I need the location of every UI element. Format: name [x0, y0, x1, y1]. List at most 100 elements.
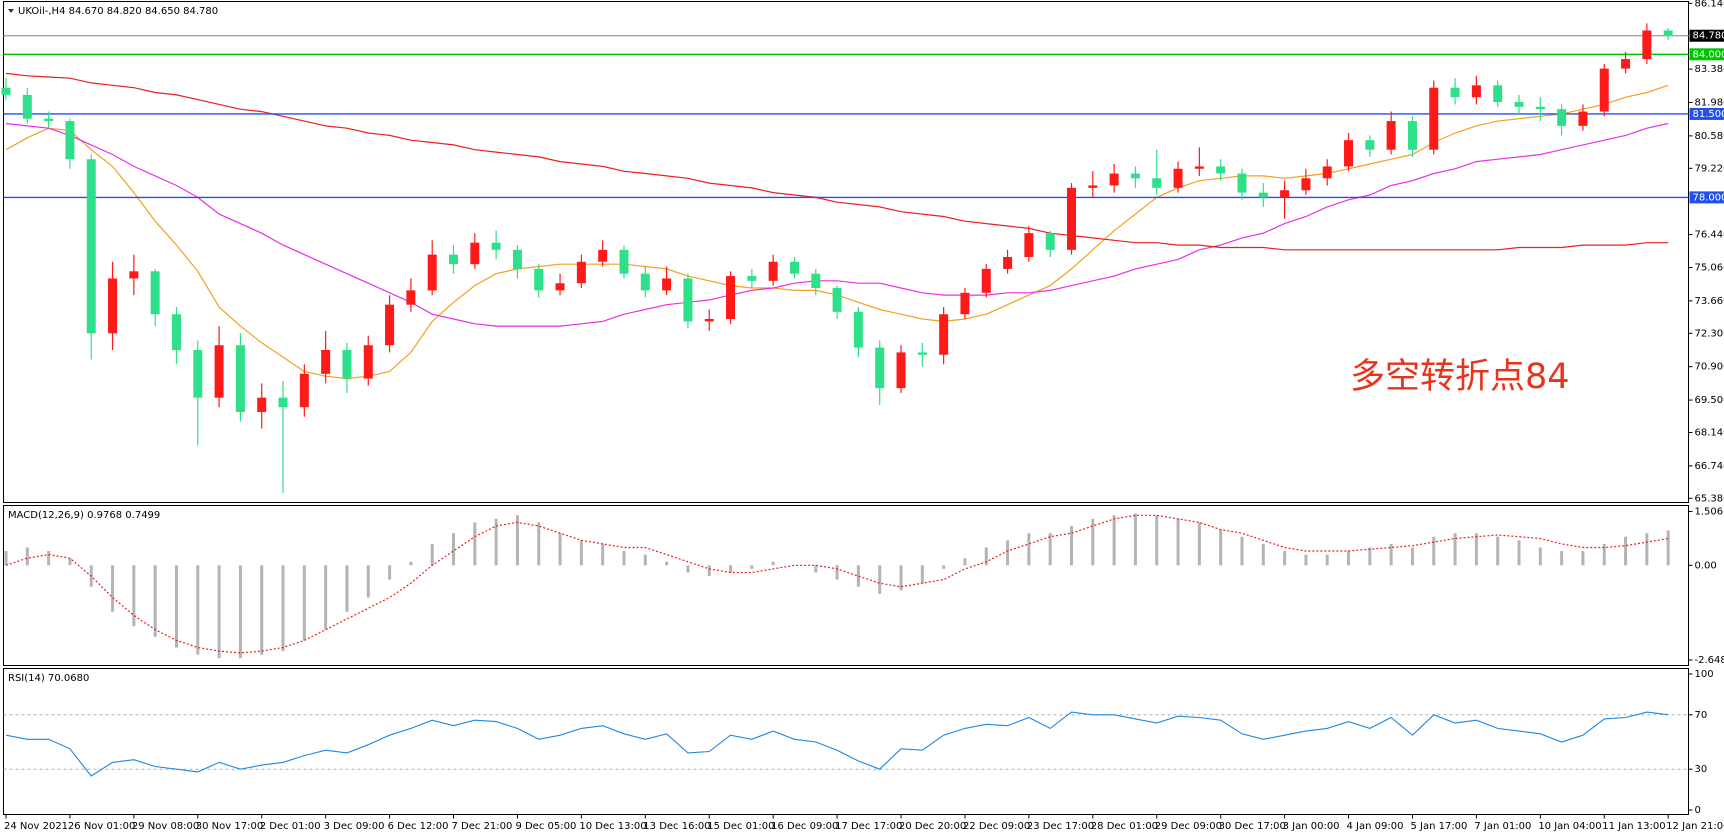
y-tick-label: 30 [1695, 764, 1708, 775]
level-label-bg [1689, 48, 1724, 61]
candle-body [491, 242, 501, 250]
moving-average [5, 72, 1669, 251]
candle-body [1216, 166, 1226, 174]
candle-body [1237, 173, 1247, 193]
y-tick-label: 76.440 [1695, 230, 1724, 241]
annotation: 多空转折点84 [1350, 357, 1570, 397]
candle-body [662, 278, 672, 291]
candle-body [853, 311, 863, 348]
candle-body [619, 249, 629, 274]
candle-body [1109, 173, 1119, 186]
candle-body [150, 271, 160, 315]
x-tick-label: 5 Jan 17:00 [1410, 821, 1467, 832]
y-tick-label: 80.580 [1695, 131, 1724, 142]
x-tick-label: 30 Nov 17:00 [196, 821, 263, 832]
candle-body [1045, 233, 1055, 250]
y-tick-label: 70 [1695, 710, 1708, 721]
candle-body [1471, 85, 1481, 98]
candle-body [1130, 173, 1140, 179]
candle-body [1493, 85, 1503, 103]
x-tick-label: 6 Dec 12:00 [388, 821, 449, 832]
candle-body [832, 287, 842, 312]
macd-panel [3, 505, 1689, 666]
y-tick-label: 81.980 [1695, 97, 1724, 108]
candle-body [1344, 140, 1354, 167]
candle-body [683, 278, 693, 322]
y-tick-label: 66.740 [1695, 461, 1724, 472]
y-tick-label: 0.00 [1695, 560, 1717, 571]
y-tick-label: 86.140 [1695, 0, 1724, 9]
symbol-icon [8, 9, 14, 13]
candle-body [1301, 178, 1311, 191]
candle-body [1194, 166, 1204, 169]
candle-body [1578, 111, 1588, 126]
rsi-title: RSI(14) 70.0680 [8, 673, 89, 684]
y-tick-label: -2.6487 [1695, 655, 1724, 666]
candle-body [1407, 121, 1417, 150]
candle-body [704, 318, 714, 322]
candle-body [640, 273, 650, 291]
candle-body [1599, 68, 1609, 112]
level-label: 84.000 [1693, 49, 1724, 60]
candle-body [1386, 121, 1396, 150]
candle-body [747, 276, 757, 281]
candle-body [321, 349, 331, 374]
rsi-line [5, 711, 1669, 777]
candle-body [1280, 190, 1290, 198]
candle-body [449, 254, 459, 265]
x-tick-label: 15 Dec 01:00 [707, 821, 774, 832]
x-tick-label: 28 Dec 01:00 [1091, 821, 1158, 832]
candle-body [193, 349, 203, 398]
candle-body [555, 283, 565, 291]
candle-body [960, 292, 970, 315]
candle-body [1621, 59, 1631, 69]
level-label: 84.780 [1693, 31, 1724, 42]
x-tick-label: 12 Jan 21:00 [1666, 821, 1724, 832]
candle-body [1, 87, 11, 95]
candle-body [1003, 256, 1013, 269]
y-tick-label: 0 [1695, 805, 1701, 816]
x-tick-label: 30 Dec 17:00 [1219, 821, 1286, 832]
candle-body [257, 397, 267, 412]
x-tick-label: 7 Dec 21:00 [452, 821, 513, 832]
candle-body [896, 352, 906, 389]
candle-body [470, 242, 480, 265]
candle-body [299, 373, 309, 408]
candle-body [939, 314, 949, 355]
candle-body [427, 254, 437, 291]
y-tick-label: 72.300 [1695, 328, 1724, 339]
candle-body [512, 249, 522, 269]
x-tick-label: 4 Jan 09:00 [1347, 821, 1404, 832]
chart-title: UKOil-,H4 84.670 84.820 84.650 84.780 [18, 6, 218, 17]
candle-body [598, 249, 608, 262]
candle-body [65, 121, 75, 160]
y-tick-label: 69.500 [1695, 395, 1724, 406]
x-tick-label: 10 Dec 13:00 [579, 821, 646, 832]
candle-body [385, 304, 395, 346]
x-tick-label: 22 Dec 09:00 [963, 821, 1030, 832]
x-tick-label: 29 Dec 09:00 [1155, 821, 1222, 832]
x-tick-label: 20 Dec 20:00 [899, 821, 966, 832]
candle-body [1365, 140, 1375, 150]
candle-body [1642, 30, 1652, 60]
candle-body [129, 271, 139, 279]
y-tick-label: 1.5061 [1695, 507, 1724, 518]
x-tick-label: 7 Jan 01:00 [1474, 821, 1531, 832]
macd-signal [5, 514, 1669, 654]
candle-body [44, 118, 54, 122]
x-tick-label: 17 Dec 17:00 [835, 821, 902, 832]
level-label-bg [1689, 29, 1724, 42]
x-tick-label: 24 Nov 2021 [4, 821, 68, 832]
candle-body [406, 290, 416, 305]
candle-body [1514, 102, 1524, 107]
y-tick-label: 83.380 [1695, 64, 1724, 75]
candle-body [171, 314, 181, 350]
x-tick-label: 16 Dec 09:00 [771, 821, 838, 832]
candle-body [86, 159, 96, 334]
candle-body [576, 261, 586, 284]
candle-body [214, 345, 224, 398]
x-tick-label: 2 Dec 01:00 [260, 821, 321, 832]
